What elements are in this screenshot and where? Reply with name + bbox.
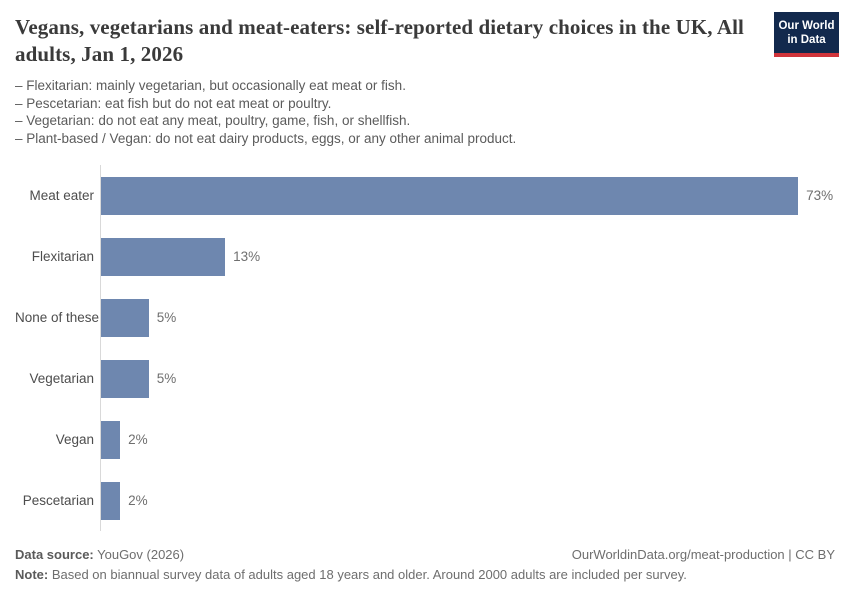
value-label: 2% bbox=[128, 493, 148, 508]
category-label: Vegetarian bbox=[29, 371, 94, 386]
chart-footer: Data source: YouGov (2026) OurWorldinDat… bbox=[15, 547, 835, 582]
bar[interactable] bbox=[101, 420, 121, 459]
bar-cell: 5% bbox=[100, 348, 835, 409]
value-label: 5% bbox=[156, 371, 177, 386]
data-source-label: Data source: bbox=[15, 547, 94, 562]
footer-note: Note: Based on biannual survey data of a… bbox=[15, 567, 835, 582]
data-source: Data source: YouGov (2026) bbox=[15, 547, 184, 562]
subtitle-line: – Flexitarian: mainly vegetarian, but oc… bbox=[15, 78, 406, 93]
category-label: Pescetarian bbox=[22, 493, 94, 508]
bar-cell: 5% bbox=[100, 287, 835, 348]
footer-line1: Data source: YouGov (2026) OurWorldinDat… bbox=[15, 547, 835, 562]
value-label: 73% bbox=[806, 188, 834, 203]
bar-row: Vegan 2% bbox=[15, 409, 835, 470]
bar-row: Meat eater 73% bbox=[15, 165, 835, 226]
bar[interactable] bbox=[101, 481, 121, 520]
page-title: Vegans, vegetarians and meat-eaters: sel… bbox=[15, 15, 744, 66]
bar-cell: 73% bbox=[100, 165, 835, 226]
subtitle-line: – Pescetarian: eat fish but do not eat m… bbox=[15, 95, 332, 111]
category-label: Flexitarian bbox=[31, 249, 94, 264]
bar[interactable] bbox=[101, 176, 799, 215]
subtitle-line: – Plant-based / Vegan: do not eat dairy … bbox=[15, 130, 517, 146]
owid-logo: Our World in Data bbox=[774, 12, 839, 57]
owid-link[interactable]: OurWorldinData.org/meat-production | CC … bbox=[571, 547, 835, 562]
bar-chart: Meat eater 73% Flexitarian 13% None of these… bbox=[15, 165, 835, 531]
bar-row: Pescetarian 2% bbox=[15, 470, 835, 531]
bar-row: Vegetarian 5% bbox=[15, 348, 835, 409]
bar[interactable] bbox=[101, 298, 149, 337]
bar[interactable] bbox=[101, 237, 226, 276]
subtitle-line: – Vegetarian: do not eat any meat, poult… bbox=[15, 113, 411, 128]
bar[interactable] bbox=[101, 359, 149, 398]
bar-cell: 2% bbox=[100, 409, 835, 470]
category-label: Meat eater bbox=[29, 188, 94, 203]
bar-cell: 13% bbox=[100, 226, 835, 287]
value-label: 13% bbox=[233, 249, 261, 264]
data-source-value: YouGov (2026) bbox=[93, 547, 185, 562]
note-value: Based on biannual survey data of adults … bbox=[48, 567, 687, 582]
category-label: None of these bbox=[15, 310, 100, 325]
owid-logo-line2: in Data bbox=[787, 34, 826, 46]
chart-subtitle: – Flexitarian: mainly vegetarian, but oc… bbox=[15, 77, 835, 147]
value-label: 2% bbox=[128, 432, 148, 447]
chart-header: Vegans, vegetarians and meat-eaters: sel… bbox=[0, 0, 850, 68]
bar-row: Flexitarian 13% bbox=[15, 226, 835, 287]
bar-row: None of these 5% bbox=[15, 287, 835, 348]
owid-logo-line1: Our World bbox=[778, 20, 835, 32]
bar-cell: 2% bbox=[100, 470, 835, 531]
category-label: Vegan bbox=[55, 432, 94, 447]
value-label: 5% bbox=[156, 310, 177, 325]
note-label: Note: bbox=[15, 567, 49, 582]
